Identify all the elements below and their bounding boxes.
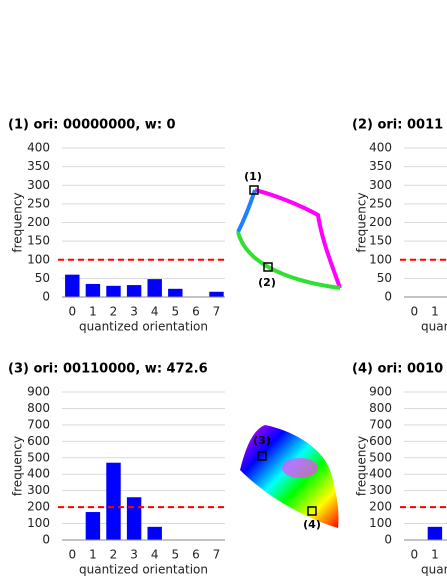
y-tick-label: 500 — [369, 450, 392, 464]
x-tick-label: 0 — [68, 305, 76, 319]
x-tick-label: 0 — [410, 548, 418, 562]
y-tick-label: 0 — [384, 533, 392, 547]
x-axis-label: quantized orientation — [421, 563, 447, 577]
y-tick-label: 300 — [27, 483, 50, 497]
bar — [209, 291, 224, 297]
y-tick-label: 200 — [369, 215, 392, 229]
y-tick-label: 100 — [369, 252, 392, 266]
y-tick-label: 300 — [369, 178, 392, 192]
y-tick-label: 900 — [27, 385, 50, 399]
y-tick-label: 0 — [42, 533, 50, 547]
x-tick-label: 2 — [110, 548, 118, 562]
y-tick-label: 700 — [369, 417, 392, 431]
bar — [65, 274, 80, 297]
y-tick-label: 200 — [27, 215, 50, 229]
y-axis-label: frequency — [11, 192, 25, 252]
contour-image-2 — [240, 425, 339, 528]
marker-label: (4) — [303, 518, 321, 531]
y-axis-label: frequency — [11, 436, 25, 496]
x-axis-label: quantized orientation — [79, 320, 208, 334]
x-axis-label: quantized orientation — [79, 563, 208, 577]
y-tick-label: 300 — [27, 178, 50, 192]
x-tick-label: 0 — [68, 548, 76, 562]
chart-title: (3) ori: 00110000, w: 472.6 — [8, 362, 208, 377]
marker-label: (2) — [258, 276, 276, 289]
y-tick-label: 900 — [369, 385, 392, 399]
bar — [106, 285, 121, 297]
x-tick-label: 5 — [171, 305, 179, 319]
y-tick-label: 350 — [369, 159, 392, 173]
y-tick-label: 350 — [27, 159, 50, 173]
y-tick-label: 700 — [27, 417, 50, 431]
y-tick-label: 400 — [369, 467, 392, 481]
y-tick-label: 600 — [369, 434, 392, 448]
contour-image-1 — [236, 185, 342, 290]
y-tick-label: 300 — [369, 483, 392, 497]
bar — [85, 283, 101, 297]
chart-title: (2) ori: 0011 — [352, 118, 443, 133]
y-tick-label: 100 — [27, 516, 50, 530]
x-tick-label: 4 — [151, 548, 159, 562]
bar — [106, 462, 121, 540]
x-tick-label: 7 — [213, 305, 221, 319]
x-tick-label: 3 — [130, 548, 138, 562]
x-tick-label: 5 — [171, 548, 179, 562]
bar — [126, 497, 142, 540]
x-tick-label: 1 — [89, 548, 97, 562]
y-tick-label: 100 — [27, 252, 50, 266]
bar — [147, 526, 162, 540]
y-tick-label: 150 — [369, 234, 392, 248]
bar — [126, 285, 142, 297]
x-tick-label: 1 — [431, 305, 439, 319]
marker-label: (1) — [244, 170, 262, 183]
y-tick-label: 400 — [369, 141, 392, 155]
y-tick-label: 50 — [377, 271, 392, 285]
y-tick-label: 50 — [35, 271, 50, 285]
y-tick-label: 250 — [369, 196, 392, 210]
y-tick-label: 800 — [369, 401, 392, 415]
y-tick-label: 0 — [42, 290, 50, 304]
x-tick-label: 4 — [151, 305, 159, 319]
x-tick-label: 1 — [89, 305, 97, 319]
y-tick-label: 600 — [27, 434, 50, 448]
marker-label: (3) — [253, 434, 271, 447]
bar — [427, 526, 443, 540]
y-tick-label: 400 — [27, 467, 50, 481]
y-tick-label: 100 — [369, 516, 392, 530]
bar — [168, 288, 183, 297]
x-tick-label: 6 — [192, 548, 200, 562]
x-axis-label: quantized orientation — [421, 320, 447, 334]
y-tick-label: 150 — [27, 234, 50, 248]
chart-title: (4) ori: 0010 — [352, 362, 443, 377]
y-tick-label: 400 — [27, 141, 50, 155]
chart-title: (1) ori: 00000000, w: 0 — [8, 118, 176, 133]
x-tick-label: 0 — [410, 305, 418, 319]
y-axis-label: frequency — [355, 436, 369, 496]
x-tick-label: 1 — [431, 548, 439, 562]
y-tick-label: 200 — [27, 500, 50, 514]
bar — [85, 512, 101, 540]
x-tick-label: 7 — [213, 548, 221, 562]
y-tick-label: 0 — [384, 290, 392, 304]
y-tick-label: 800 — [27, 401, 50, 415]
y-tick-label: 500 — [27, 450, 50, 464]
y-tick-label: 250 — [27, 196, 50, 210]
bar — [147, 279, 162, 297]
x-tick-label: 3 — [130, 305, 138, 319]
y-tick-label: 200 — [369, 500, 392, 514]
x-tick-label: 6 — [192, 305, 200, 319]
x-tick-label: 2 — [110, 305, 118, 319]
y-axis-label: frequency — [355, 192, 369, 252]
